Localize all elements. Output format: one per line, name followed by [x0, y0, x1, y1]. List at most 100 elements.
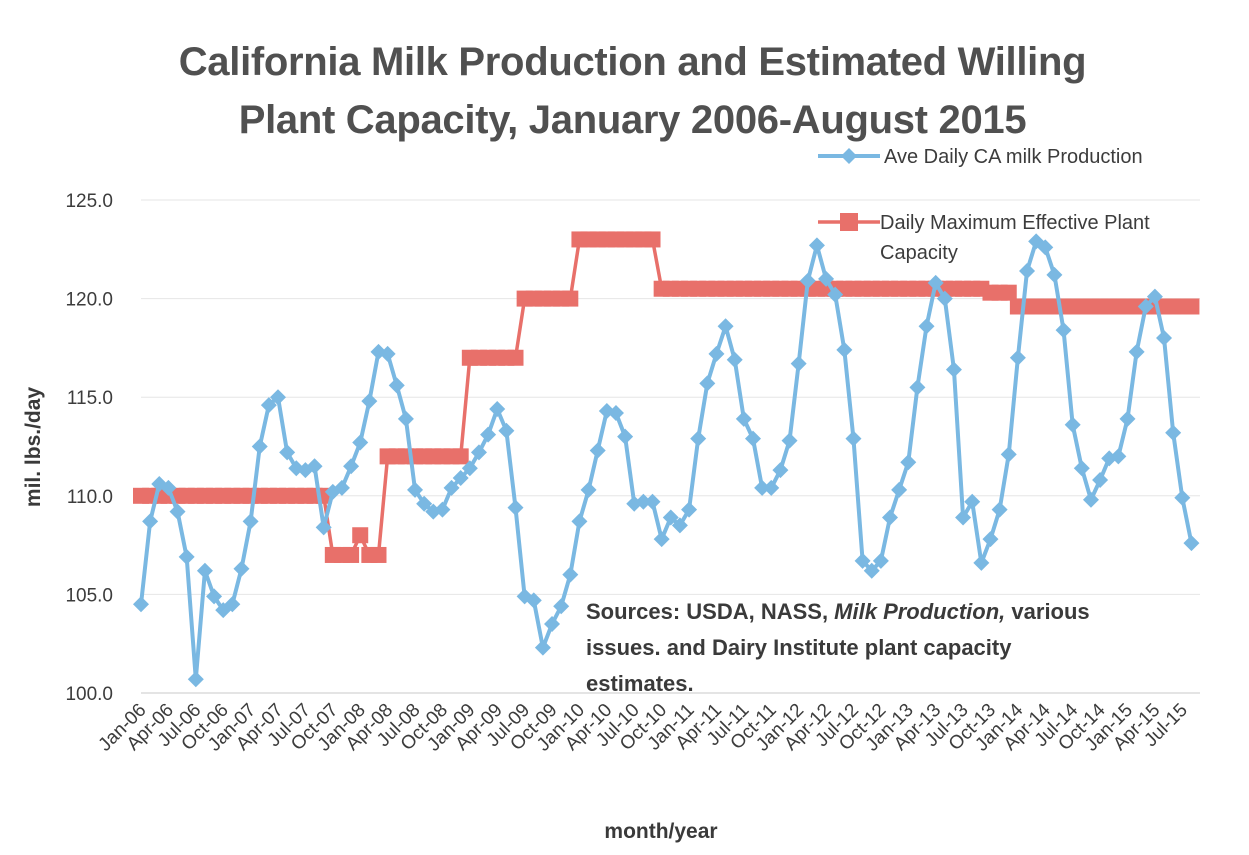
milk-production-marker [133, 596, 149, 613]
y-tick-label: 110.0 [67, 487, 113, 508]
milk-production-marker [142, 513, 159, 530]
milk-production-marker [662, 509, 679, 526]
legend-marker-milk [841, 148, 857, 164]
milk-production-marker [224, 596, 241, 613]
x-axis-ticks: Jan-06Apr-06Jul-06Oct-06Jan-07Apr-07Jul-… [95, 699, 1192, 755]
milk-production-marker [945, 361, 962, 378]
milk-production-marker [845, 430, 862, 447]
milk-production-marker [936, 290, 953, 307]
capacity-marker [343, 546, 360, 563]
sources-suffix: various [1005, 599, 1090, 624]
milk-production-marker [790, 355, 807, 372]
legend-label-capacity: Daily Maximum Effective Plant Capacity [880, 212, 1150, 264]
milk-production-marker [882, 509, 899, 526]
sources-annotation: Sources: USDA, NASS, Milk Production, va… [586, 594, 1186, 702]
milk-production-marker [1019, 262, 1036, 279]
capacity-marker [1000, 284, 1017, 301]
sources-line-3: estimates. [586, 671, 694, 696]
milk-production-marker [781, 432, 798, 449]
milk-production-marker [671, 517, 688, 534]
milk-production-marker [178, 548, 195, 565]
milk-production-marker [708, 345, 725, 362]
series-milk-production [133, 233, 1200, 688]
milk-production-marker [1009, 349, 1026, 366]
milk-production-marker [982, 531, 999, 548]
milk-production-marker [1055, 322, 1072, 339]
milk-production-marker [160, 479, 177, 496]
milk-production-marker [315, 519, 332, 536]
milk-production-marker [571, 513, 588, 530]
y-tick-label: 100.0 [65, 684, 113, 705]
milk-production-marker [808, 237, 825, 254]
y-tick-label: 105.0 [65, 585, 113, 606]
milk-production-marker [964, 493, 981, 510]
milk-production-marker [553, 598, 570, 615]
milk-production-marker [1165, 424, 1182, 441]
legend-marker-capacity [840, 213, 858, 231]
milk-production-marker [909, 379, 926, 396]
milk-production-marker [772, 462, 789, 479]
milk-production-marker [900, 454, 917, 471]
milk-production-marker [187, 671, 204, 688]
y-tick-label: 115.0 [67, 388, 113, 409]
gridlines [141, 199, 1200, 694]
milk-production-marker [1064, 416, 1081, 433]
milk-production-marker [379, 345, 396, 362]
milk-production-marker [443, 479, 460, 496]
milk-production-marker [544, 615, 561, 632]
milk-production-marker [699, 375, 716, 392]
milk-production-marker [1156, 330, 1173, 347]
capacity-marker [644, 231, 661, 248]
milk-production-marker [279, 444, 296, 461]
milk-production-marker [270, 389, 287, 406]
sources-prefix: Sources: USDA, NASS, [586, 599, 835, 624]
y-axis-label: mil. lbs./day [22, 387, 45, 508]
milk-production-marker [1183, 535, 1200, 552]
milk-production-marker [470, 444, 487, 461]
milk-production-marker [1119, 410, 1136, 427]
chart-title-line-2: Plant Capacity, January 2006-August 2015 [238, 98, 1027, 142]
milk-production-marker [407, 481, 424, 498]
milk-production-marker [991, 501, 1008, 518]
milk-production-marker [306, 458, 323, 475]
milk-production-marker [607, 404, 624, 421]
capacity-marker [370, 546, 387, 563]
sources-publication: Milk Production, [834, 599, 1006, 624]
legend: Ave Daily CA milk Production Daily Maximu… [818, 146, 1150, 264]
milk-production-marker [534, 639, 551, 656]
milk-production-marker [562, 566, 579, 583]
capacity-marker [352, 527, 369, 544]
milk-production-marker [1037, 239, 1054, 256]
milk-production-marker [973, 554, 990, 571]
milk-production-marker [498, 422, 515, 439]
milk-production-marker [955, 509, 972, 526]
milk-production-marker [918, 318, 935, 335]
chart-title-line-1: California Milk Production and Estimated… [178, 40, 1087, 84]
milk-production-marker [1174, 489, 1191, 506]
milk-production-marker [717, 318, 734, 335]
capacity-marker [507, 349, 524, 366]
milk-production-marker [416, 495, 433, 512]
milk-production-marker [644, 493, 661, 510]
milk-production-marker [452, 470, 469, 487]
capacity-marker [452, 448, 469, 465]
milk-production-marker [206, 588, 223, 605]
milk-production-marker [891, 481, 908, 498]
milk-production-marker [1082, 491, 1099, 508]
milk-production-marker [818, 270, 835, 287]
milk-production-marker [251, 438, 268, 455]
milk-production-marker [525, 592, 542, 609]
milk-production-marker [507, 499, 524, 516]
milk-production-marker [1110, 448, 1127, 465]
milk-production-marker [361, 393, 378, 410]
milk-production-marker [854, 552, 871, 569]
milk-production-marker [260, 397, 277, 414]
milk-production-marker [388, 377, 405, 394]
milk-production-marker [242, 513, 259, 530]
y-tick-label: 125.0 [65, 191, 113, 212]
milk-production-marker [690, 430, 707, 447]
milk-production-marker [863, 562, 880, 579]
x-axis-label: month/year [604, 820, 717, 843]
milk-production-marker [1046, 266, 1063, 283]
